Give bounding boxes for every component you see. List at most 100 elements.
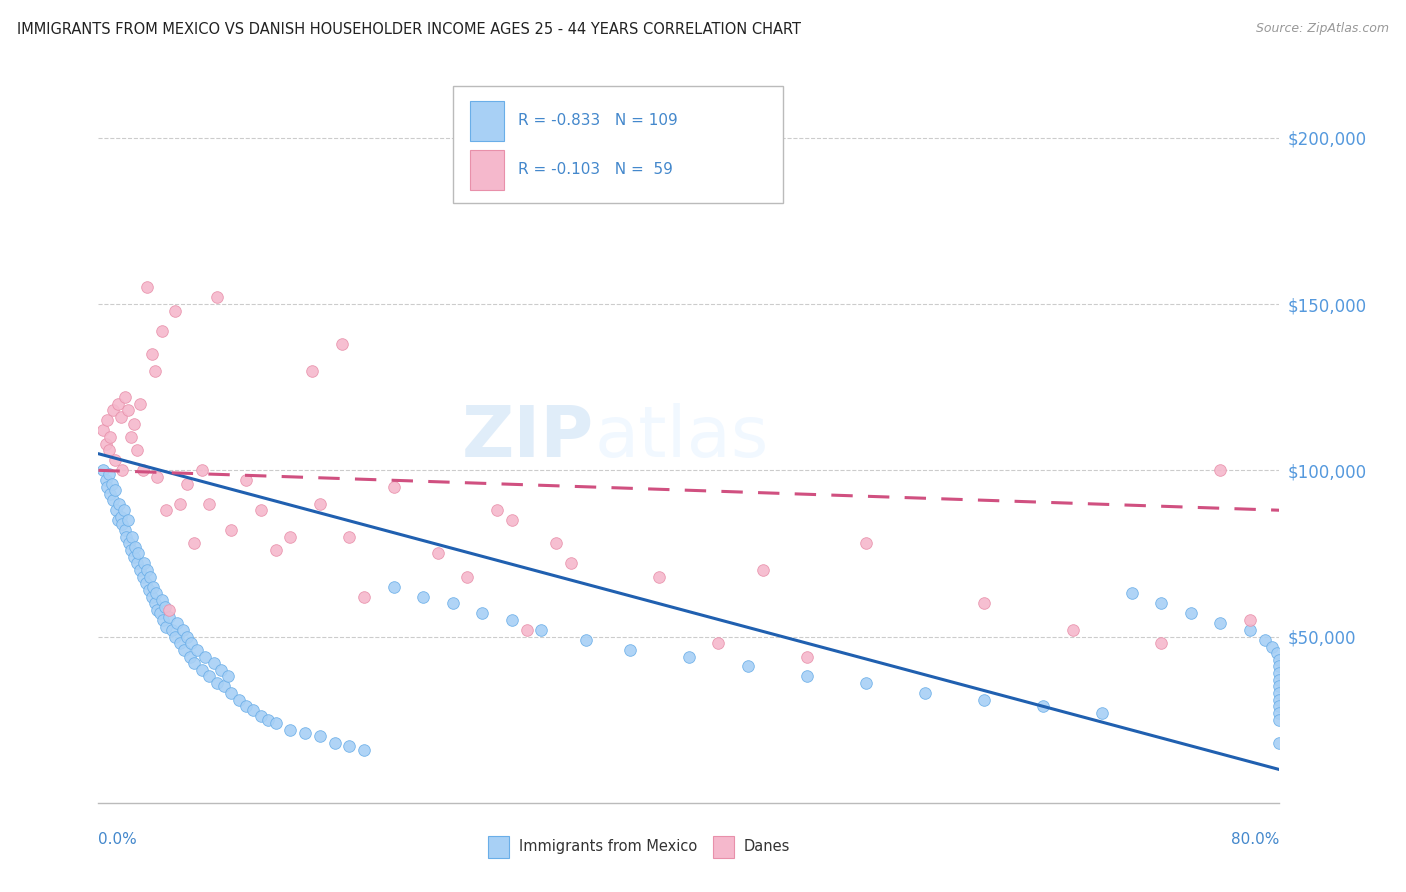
Point bbox=[221, 523, 243, 537]
Point bbox=[122, 417, 145, 431]
Point bbox=[136, 280, 159, 294]
Point bbox=[117, 513, 139, 527]
Point bbox=[209, 663, 232, 677]
Point bbox=[91, 463, 114, 477]
Point bbox=[132, 570, 155, 584]
Point bbox=[146, 603, 169, 617]
Point bbox=[176, 630, 198, 644]
Point bbox=[194, 649, 217, 664]
Point bbox=[441, 596, 464, 610]
Point bbox=[103, 403, 125, 417]
Point bbox=[530, 623, 553, 637]
Point bbox=[138, 582, 160, 597]
Point bbox=[382, 580, 405, 594]
Point bbox=[118, 536, 141, 550]
Point bbox=[127, 546, 149, 560]
Point bbox=[183, 536, 205, 550]
Point bbox=[228, 692, 250, 706]
Point bbox=[280, 723, 302, 737]
Point bbox=[122, 549, 145, 564]
Point bbox=[145, 586, 167, 600]
Point bbox=[1254, 632, 1277, 647]
Point bbox=[353, 590, 375, 604]
Point bbox=[212, 680, 235, 694]
Point bbox=[205, 676, 228, 690]
Point bbox=[707, 636, 730, 650]
Point bbox=[250, 503, 273, 517]
Point bbox=[191, 463, 214, 477]
Point bbox=[94, 473, 117, 487]
Point bbox=[339, 530, 361, 544]
Point bbox=[186, 643, 208, 657]
Bar bbox=[471, 150, 503, 190]
Point bbox=[1091, 706, 1114, 720]
Point bbox=[323, 736, 346, 750]
Point bbox=[155, 619, 177, 633]
Point bbox=[235, 473, 257, 487]
Bar bbox=[713, 836, 734, 858]
Point bbox=[330, 337, 353, 351]
Point bbox=[183, 656, 205, 670]
Point bbox=[128, 397, 150, 411]
Point bbox=[169, 636, 191, 650]
Point bbox=[516, 623, 538, 637]
Point bbox=[120, 430, 142, 444]
Point bbox=[501, 513, 523, 527]
Point bbox=[107, 513, 129, 527]
Point bbox=[111, 516, 134, 531]
Text: atlas: atlas bbox=[595, 402, 769, 472]
Point bbox=[973, 596, 995, 610]
Point bbox=[157, 609, 180, 624]
Point bbox=[264, 716, 287, 731]
Point bbox=[257, 713, 280, 727]
Point bbox=[153, 599, 176, 614]
Point bbox=[1032, 699, 1054, 714]
Point bbox=[1121, 586, 1143, 600]
Point bbox=[110, 410, 132, 425]
Point bbox=[353, 742, 375, 756]
Point bbox=[1268, 713, 1291, 727]
Point bbox=[301, 363, 323, 377]
Point bbox=[221, 686, 243, 700]
Point bbox=[1268, 659, 1291, 673]
Point bbox=[486, 503, 509, 517]
Point bbox=[96, 413, 118, 427]
Point bbox=[427, 546, 450, 560]
Point bbox=[125, 557, 148, 571]
Point bbox=[198, 497, 221, 511]
Point bbox=[1062, 623, 1084, 637]
Point bbox=[1268, 699, 1291, 714]
Point bbox=[796, 669, 818, 683]
Point bbox=[737, 659, 759, 673]
Point bbox=[1209, 616, 1232, 631]
Point bbox=[309, 729, 332, 743]
Point bbox=[104, 483, 127, 498]
Point bbox=[560, 557, 582, 571]
Point bbox=[103, 493, 125, 508]
Point bbox=[1268, 680, 1291, 694]
Point bbox=[134, 557, 156, 571]
Point bbox=[1268, 706, 1291, 720]
Point bbox=[1239, 613, 1261, 627]
Point bbox=[1268, 653, 1291, 667]
Text: IMMIGRANTS FROM MEXICO VS DANISH HOUSEHOLDER INCOME AGES 25 - 44 YEARS CORRELATI: IMMIGRANTS FROM MEXICO VS DANISH HOUSEHO… bbox=[17, 22, 801, 37]
Point bbox=[98, 430, 121, 444]
Point bbox=[121, 530, 143, 544]
Point bbox=[973, 692, 995, 706]
Point bbox=[678, 649, 700, 664]
Point bbox=[1265, 646, 1288, 660]
Point bbox=[114, 523, 136, 537]
Point bbox=[165, 303, 187, 318]
Point bbox=[471, 607, 494, 621]
Point bbox=[1150, 636, 1173, 650]
Point bbox=[91, 424, 114, 438]
Point bbox=[98, 486, 121, 500]
Point bbox=[914, 686, 936, 700]
Point bbox=[180, 636, 202, 650]
Point bbox=[139, 570, 162, 584]
Point bbox=[162, 623, 183, 637]
Point bbox=[1209, 463, 1232, 477]
Point bbox=[280, 530, 302, 544]
Bar bbox=[471, 101, 503, 141]
Point bbox=[108, 497, 131, 511]
